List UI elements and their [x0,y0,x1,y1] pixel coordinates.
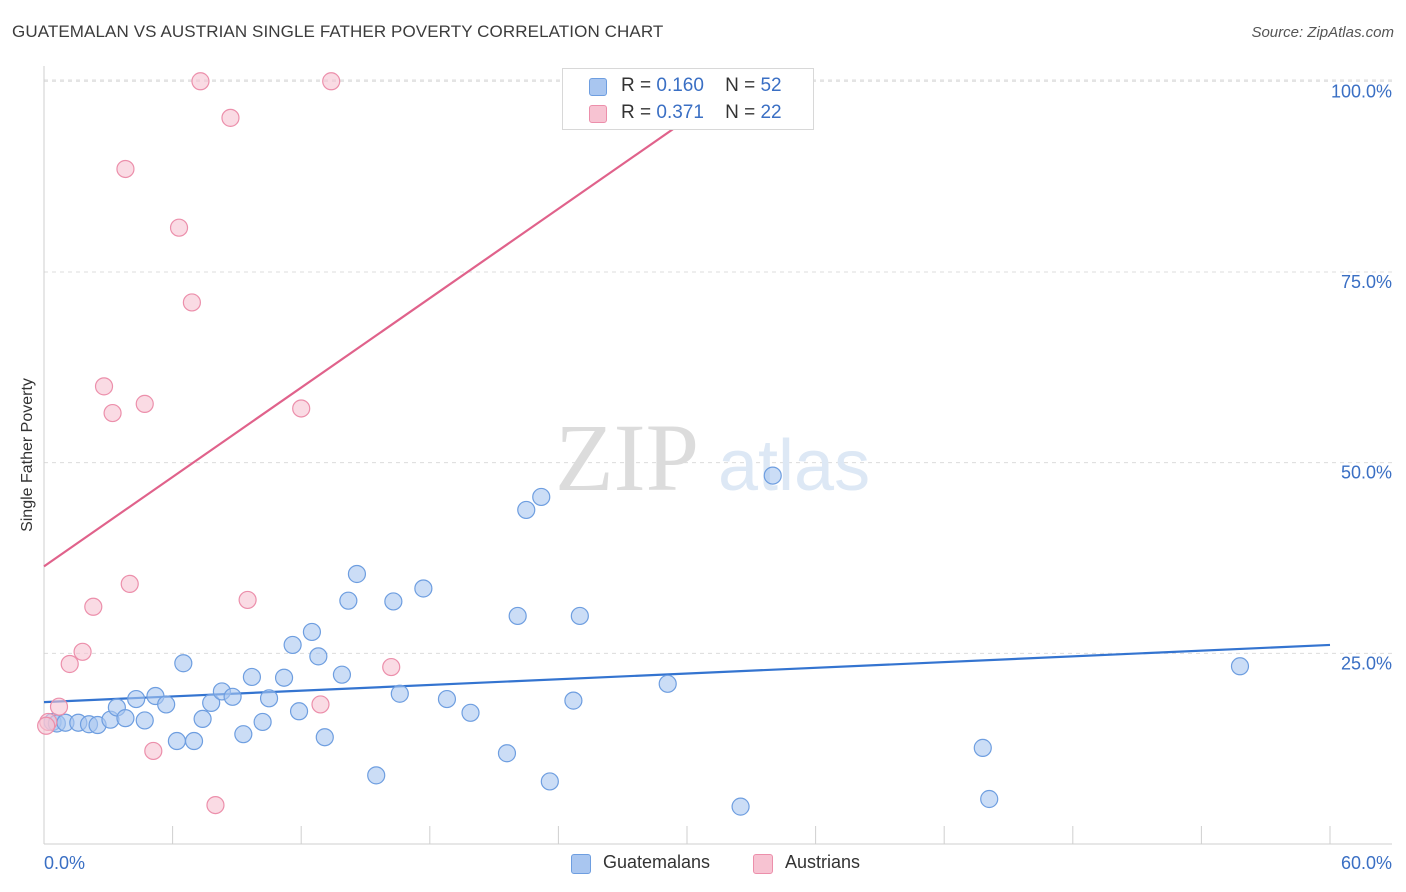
legend-r-value: 0.371 [656,102,704,123]
scatter-point [390,684,409,703]
scatter-point [94,377,114,396]
scatter-point [60,654,79,674]
bottom-legend-swatch-austrians [753,854,773,874]
y-tick-label: 25.0% [1341,653,1392,673]
scatter-point [169,218,189,237]
watermark: ZIP atlas [555,404,870,511]
bottom-legend-label-austrians: Austrians [785,852,861,872]
scatter-point [223,687,242,706]
correlation-legend: R = 0.160 N = 52 R = 0.371 N = 22 [562,68,814,130]
trend-line [43,643,1331,704]
scatter-point [532,487,551,507]
scatter-point [191,72,210,91]
bottom-legend-swatch-guatemalans [571,854,591,874]
source-label: Source: ZipAtlas.com [1251,24,1394,41]
legend-n-label: N = [725,75,756,96]
scatter-point [253,712,272,732]
x-tick-label: 60.0% [1341,853,1392,873]
legend-text-guatemalans: R = 0.160 N = 52 [621,75,782,97]
scatter-point [221,108,240,127]
x-tick-label: 0.0% [44,853,85,873]
scatter-point [37,716,56,735]
scatter-point [193,709,212,729]
scatter-point [1230,657,1250,676]
scatter-point [292,399,311,418]
scatter-point [980,789,999,809]
scatter-point [116,159,135,179]
scatter-point [347,564,367,584]
scatter-point [311,695,330,714]
chart-title: GUATEMALAN VS AUSTRIAN SINGLE FATHER POV… [12,22,664,41]
scatter-point [384,592,403,611]
scatter-point [461,703,480,722]
legend-text-austrians: R = 0.371 N = 22 [621,102,782,124]
watermark-atlas: atlas [718,426,870,506]
scatter-point [274,668,294,687]
scatter-point [302,622,322,642]
scatter-point [144,741,163,761]
scatter-point [497,744,517,763]
scatter-point [84,597,103,616]
scatter-point [309,647,328,666]
scatter-point [332,665,352,684]
scatter-point [517,500,536,520]
scatter-point [206,795,225,815]
legend-n-label: N = [725,102,756,123]
data-points [37,72,1250,816]
trend-line [43,118,688,568]
scatter-point [283,635,302,655]
scatter-point [367,766,386,785]
scatter-point [259,689,279,708]
scatter-point [174,654,193,673]
scatter-point [437,689,457,709]
scatter-point [339,591,358,610]
scatter-point [135,394,154,413]
tick-labels: 25.0% 50.0% 75.0% 100.0% 0.0% 60.0% [44,81,1392,873]
scatter-point [973,738,992,757]
scatter-point [116,709,135,728]
scatter-point [184,731,204,751]
legend-swatch-guatemalans [589,78,607,96]
scatter-point [508,606,527,626]
scatter-point [120,574,139,594]
legend-r-value: 0.160 [656,75,704,96]
legend-r-label: R = [621,102,652,123]
scatter-point [414,579,433,598]
scatter-point [73,642,92,661]
scatter-point [234,725,253,744]
scatter-point [242,667,262,687]
scatter-point [182,293,201,312]
scatter-point [315,728,334,747]
scatter-point [731,797,750,816]
scatter-point [103,403,122,423]
bottom-legend-label-guatemalans: Guatemalans [603,852,711,872]
legend-n-value: 22 [760,102,782,123]
y-tick-label: 100.0% [1331,81,1392,101]
gridlines [44,79,1392,654]
scatter-point [658,674,677,693]
scatter-point [127,689,146,709]
y-tick-label: 75.0% [1341,272,1392,292]
scatter-point [382,657,401,677]
scatter-point [289,702,309,721]
scatter-point [564,691,583,710]
scatter-point [167,731,186,751]
scatter-point [238,590,257,610]
legend-n-value: 52 [760,75,782,96]
legend-swatch-austrians [589,105,607,123]
legend-r-label: R = [621,75,652,96]
trend-lines [43,118,1331,704]
scatter-point [135,711,154,730]
scatter-point [49,697,69,716]
scatter-point [157,695,176,714]
scatter-point [540,772,559,791]
scatter-point [322,72,341,91]
scatter-point [570,606,589,626]
scatter-point [202,693,221,712]
y-tick-label: 50.0% [1341,463,1392,483]
watermark-zip: ZIP [555,404,699,511]
scatter-point [763,466,782,485]
